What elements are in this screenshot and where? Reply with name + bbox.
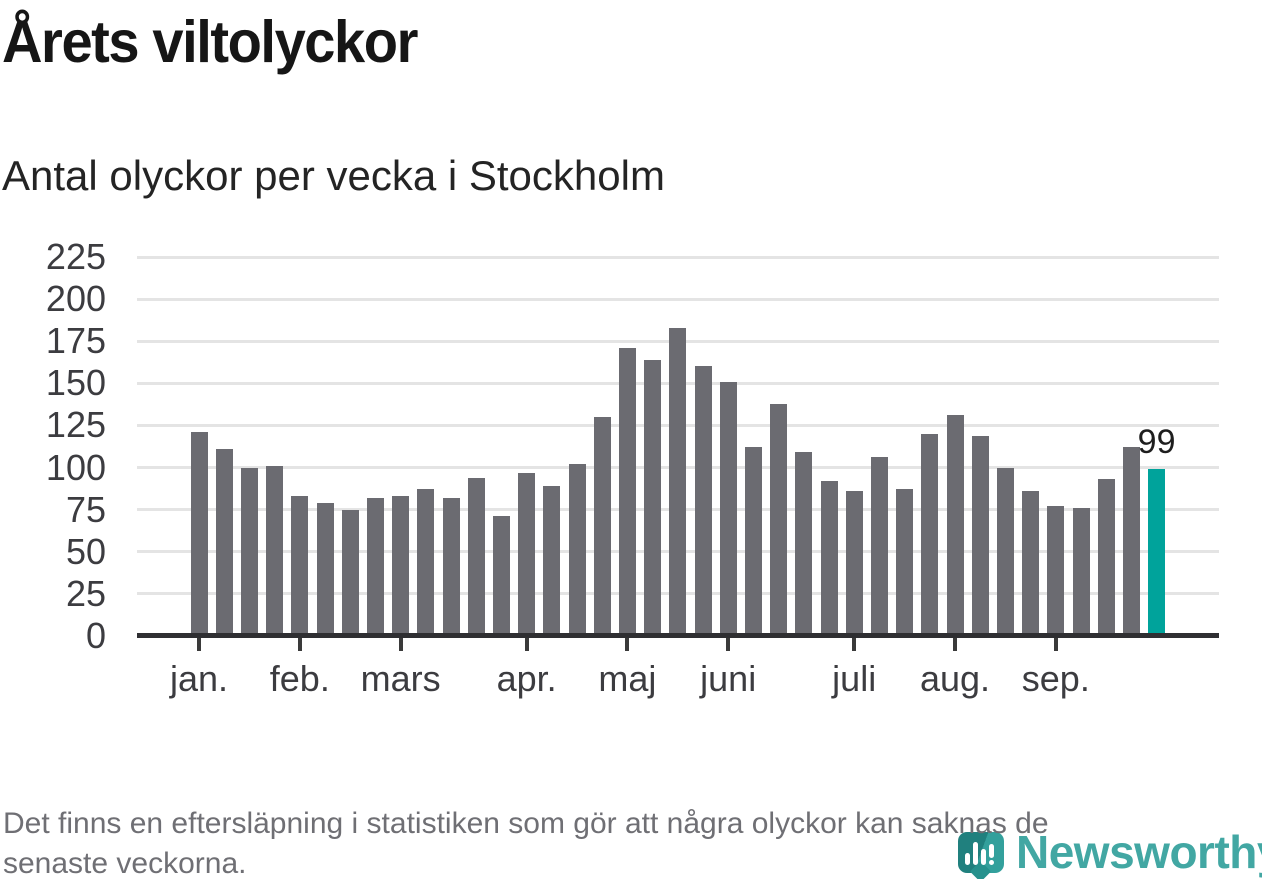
x-axis-label-jan: jan. [169,658,229,699]
bar-week-3 [240,467,258,636]
x-axis-label-sep: sep. [1021,658,1090,699]
x-axis-label-mars: mars [360,658,441,699]
bar-week-31 [946,415,964,636]
newsworthy-logo-icon [958,832,1004,879]
bar-week-15 [543,486,561,636]
bar-week-23 [744,447,762,636]
y-axis-label-50: 50 [65,530,106,572]
x-axis-label-juni: juni [700,658,757,699]
bar-week-32 [971,435,989,636]
bar-week-12 [467,477,485,636]
bar-week-10 [417,489,435,636]
x-axis-label-maj: maj [598,658,657,699]
x-tick-apr [524,638,529,651]
y-axis-label-225: 225 [45,236,106,277]
bar-week-2 [215,449,233,636]
newsworthy-logo-text: Newsworthy [1016,826,1262,878]
x-tick-juli [852,638,857,651]
x-tick-aug [953,638,957,651]
bar-week-6 [316,502,334,636]
x-axis-label-feb: feb. [269,658,330,699]
bar-week-7 [341,509,359,636]
bar-week-8 [366,497,384,636]
highlight-value-label: 99 [1137,423,1176,462]
bar-week-35 [1047,506,1065,636]
y-axis-label-25: 25 [65,572,106,614]
bar-week-20 [669,327,687,636]
x-axis-line [137,633,1219,638]
y-axis-label-0: 0 [85,615,106,656]
y-axis-label-125: 125 [45,404,106,446]
gridline-225 [137,255,1219,259]
x-axis-label-aug: aug. [919,658,991,699]
bar-week-28 [870,457,888,636]
bar-chart-exclamation-icon [965,839,998,865]
bar-week-39 [1148,469,1166,636]
x-tick-feb [297,638,302,651]
x-tick-jan [197,638,201,651]
bar-week-36 [1072,507,1090,636]
bar-week-26 [820,481,838,636]
bar-week-17 [593,417,611,636]
y-axis-label-200: 200 [45,278,106,320]
chart-subtitle: Antal olyckor per vecka i Stockholm [2,152,665,199]
x-tick-mars [398,638,403,651]
x-tick-sep [1053,638,1058,651]
bar-week-11 [442,497,460,636]
bar-week-1 [190,432,208,636]
bar-week-21 [694,366,712,636]
footnote-line-1: Det finns en eftersläpning i statistiken… [3,807,1049,840]
bar-week-27 [845,491,863,636]
gridline-200 [137,297,1219,301]
footnote-line-2: senaste veckorna. [3,847,247,879]
bar-week-25 [795,452,813,636]
page-title: Årets viltolyckor [2,9,418,75]
y-axis-label-100: 100 [45,446,106,488]
bar-week-9 [392,496,410,636]
bar-week-16 [568,464,586,636]
bar-week-37 [1097,479,1115,636]
y-axis-label-175: 175 [45,320,106,362]
x-axis-label-juli: juli [832,658,877,699]
footnote: Det finns en eftersläpning i statistiken… [3,804,1255,879]
bar-week-38 [1122,447,1140,636]
x-axis-label-apr: apr. [496,658,557,699]
bar-week-33 [996,467,1014,636]
bar-week-29 [896,489,914,636]
bar-week-18 [618,347,636,636]
bar-week-24 [770,403,788,636]
newsworthy-logo: Newsworthy [958,826,1262,879]
x-tick-maj [625,638,630,651]
bar-week-22 [719,381,737,636]
bar-week-5 [291,496,309,636]
bar-week-34 [1022,491,1040,636]
bar-week-13 [492,516,510,636]
bar-week-30 [921,433,939,636]
bar-week-14 [518,472,536,636]
y-axis-label-75: 75 [65,488,106,530]
bar-week-19 [644,359,662,636]
y-axis-label-150: 150 [45,362,106,404]
bar-week-4 [266,465,284,636]
x-tick-juni [726,638,731,651]
